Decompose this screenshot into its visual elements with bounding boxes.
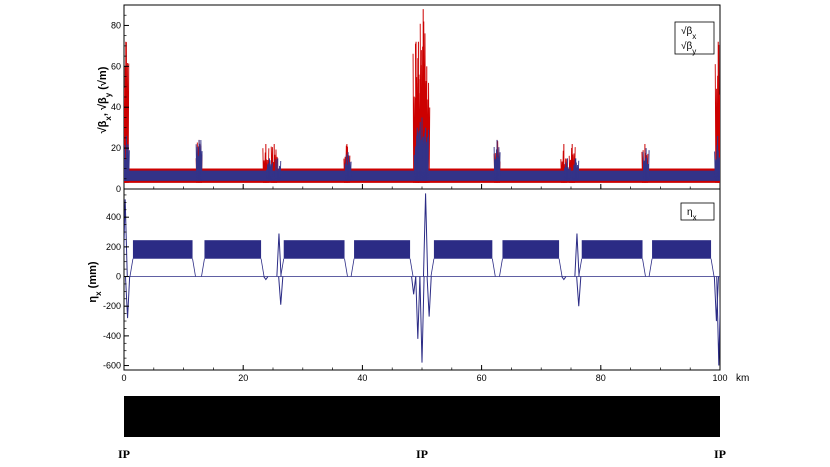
arc-ramp — [260, 258, 265, 277]
ylabel-eta: η — [87, 296, 99, 303]
ylabel-separator: , — [97, 110, 109, 116]
dispersion-spike — [419, 276, 425, 363]
y-tick-label: -600 — [103, 361, 121, 371]
dispersion-y-ticks: -600 -400 -200 0 200 400 — [103, 194, 129, 371]
arc-ramp — [430, 258, 435, 277]
y-tick-label: 0 — [116, 184, 121, 194]
y-tick-label: 0 — [116, 272, 121, 282]
beta-data — [124, 9, 720, 183]
y-tick-label: 80 — [111, 20, 121, 30]
y-tick-label: 200 — [106, 242, 121, 252]
x-axis-ticks: 0 20 40 60 80 100 — [121, 184, 728, 383]
dispersion-spike — [713, 276, 720, 322]
dispersion-spike — [276, 233, 282, 277]
svg-text:ηx (mm): ηx (mm) — [87, 261, 103, 302]
dispersion-spike — [574, 233, 580, 277]
ip-label: IP — [714, 447, 726, 461]
arc-ramp — [499, 258, 503, 277]
dispersion-spike — [426, 276, 432, 317]
ylabel-sub-y: y — [104, 92, 113, 97]
y-tick-label: -200 — [103, 301, 121, 311]
dispersion-panel: -600 -400 -200 0 200 400 ηx (mm) ηx — [87, 188, 721, 371]
dispersion-spike — [415, 276, 421, 339]
ylabel-eta-sub: x — [94, 291, 103, 296]
beta-y-axis-label: √βx, √βy (√m) — [97, 66, 113, 133]
y-tick-label: 60 — [111, 61, 121, 71]
arc-ramp — [201, 258, 205, 277]
peak-sqrt_beta_x — [714, 44, 720, 183]
arc-ramp — [129, 258, 134, 277]
peak-sqrt_beta_x — [419, 21, 427, 183]
legend-entry-sqrt-beta-y: √βy — [681, 40, 696, 56]
legend-entry-sqrt-beta-x: √βx — [681, 25, 696, 41]
ip-label: IP — [416, 447, 428, 461]
dispersion-legend-box — [680, 202, 715, 221]
y-tick-label: -400 — [103, 331, 121, 341]
arc-dispersion-band — [204, 240, 262, 259]
lattice-bar — [124, 396, 720, 437]
peak-sqrt_beta_x — [124, 42, 130, 183]
x-tick-label: 0 — [121, 373, 126, 383]
dispersion-y-axis-label: ηx (mm) — [87, 261, 103, 302]
y-tick-label: 400 — [106, 212, 121, 222]
ip-label: IP — [118, 447, 130, 461]
ylabel-unit: (√m) — [97, 66, 109, 93]
dispersion-spike — [278, 276, 284, 305]
arc-ramp — [409, 258, 414, 277]
beta-legend: √βx √βy — [674, 21, 715, 56]
series-eta_x — [124, 193, 720, 366]
x-tick-label: 20 — [238, 373, 248, 383]
dispersion-spike — [263, 276, 269, 281]
x-tick-label: 80 — [596, 373, 606, 383]
dispersion-spike — [124, 199, 128, 277]
dispersion-spike — [561, 276, 567, 281]
y-tick-label: 20 — [111, 143, 121, 153]
arc-ramp — [192, 258, 196, 277]
dispersion-spike — [576, 276, 582, 307]
x-tick-label: 40 — [357, 373, 367, 383]
ip-markers: IP IP IP — [118, 447, 726, 461]
x-tick-label: 100 — [712, 373, 727, 383]
beta-y-ticks: 0 20 40 60 80 — [111, 4, 129, 194]
dispersion-spike — [716, 276, 720, 366]
dispersion-data — [124, 193, 720, 366]
ylabel-sqrt-beta-x: √β — [97, 120, 109, 133]
y-tick-label: 40 — [111, 102, 121, 112]
dispersion-spike — [124, 276, 131, 319]
arc-dispersion-band — [433, 240, 493, 259]
beta-legend-box — [674, 21, 715, 55]
arc-dispersion-band — [502, 240, 560, 259]
dispersion-legend: ηx — [680, 202, 715, 222]
ylabel-sqrt-beta-y: √β — [97, 97, 109, 110]
arc-ramp — [344, 258, 348, 277]
arc-dispersion-band — [354, 240, 411, 259]
series-sqrt_beta_y — [124, 117, 720, 181]
arc-dispersion-band — [132, 240, 193, 259]
arc-ramp — [642, 258, 646, 277]
ylabel-sub-x: x — [104, 116, 113, 121]
arc-dispersion-band — [581, 240, 643, 259]
arc-ramp — [491, 258, 496, 277]
legend-entry-eta-x: ηx — [687, 207, 697, 222]
dispersion-spike — [422, 193, 429, 277]
arc-dispersion-band — [283, 240, 345, 259]
arc-ramp — [350, 258, 355, 277]
arc-ramp — [648, 258, 653, 277]
arc-ramp — [558, 258, 563, 277]
x-axis-unit: km — [736, 373, 749, 384]
svg-text:√βx, √βy (√m): √βx, √βy (√m) — [97, 66, 113, 133]
arc-ramp — [710, 258, 715, 277]
peak-sqrt_beta_x — [568, 147, 576, 183]
dispersion-spike — [411, 276, 417, 295]
ylabel-eta-unit: (mm) — [87, 261, 99, 291]
x-tick-label: 60 — [477, 373, 487, 383]
arc-dispersion-band — [652, 240, 712, 259]
